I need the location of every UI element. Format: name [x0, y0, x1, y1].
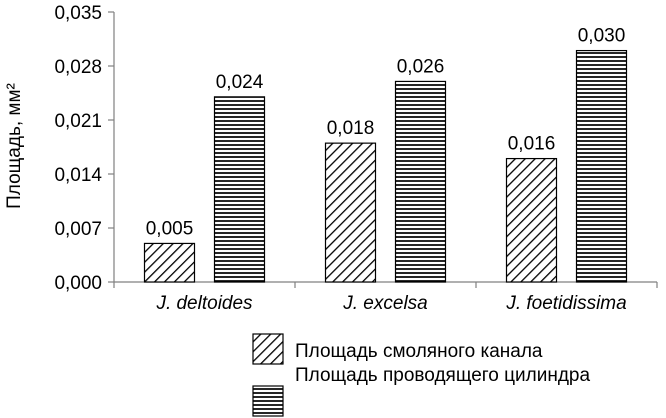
legend-label-resin-canal: Площадь смоляного канала — [295, 341, 543, 362]
y-tick-label: 0,035 — [54, 3, 102, 24]
bar-conducting-cylinder — [213, 96, 266, 283]
legend-swatch-resin-canal — [252, 333, 284, 365]
y-axis: 0,000 0,007 0,014 0,021 0,028 0,035 — [54, 3, 115, 294]
x-category-label: J. deltoides — [155, 293, 253, 314]
legend-label-conducting-cylinder: Площадь проводящего цилиндра — [295, 365, 590, 386]
data-label: 0,030 — [578, 26, 626, 47]
bar-resin-canal — [324, 142, 377, 283]
y-tick-label: 0,021 — [54, 111, 102, 132]
bar-conducting-cylinder — [394, 80, 447, 283]
bar-resin-canal — [505, 157, 558, 283]
legend: Площадь смоляного канала Площадь проводя… — [252, 333, 590, 417]
data-label: 0,005 — [146, 218, 194, 239]
y-tick-label: 0,028 — [54, 57, 102, 78]
y-tick-label: 0,007 — [54, 219, 102, 240]
x-axis: J. deltoides J. excelsa J. foetidissima — [113, 281, 658, 314]
y-axis-title: Площадь, мм² — [4, 83, 25, 209]
y-tick-label: 0,000 — [54, 273, 102, 294]
data-label: 0,026 — [397, 56, 445, 77]
legend-swatch-conducting-cylinder — [252, 385, 284, 417]
y-tick-label: 0,014 — [54, 165, 102, 186]
data-label: 0,018 — [327, 118, 375, 139]
bars — [143, 49, 628, 283]
x-category-label: J. foetidissima — [505, 293, 626, 314]
data-label: 0,016 — [508, 134, 556, 155]
bar-resin-canal — [143, 242, 196, 283]
data-label: 0,024 — [216, 72, 264, 93]
bar-conducting-cylinder — [575, 49, 628, 283]
x-category-label: J. excelsa — [342, 293, 427, 314]
data-labels: 0,005 0,018 0,016 0,024 0,026 0,030 — [146, 26, 626, 240]
